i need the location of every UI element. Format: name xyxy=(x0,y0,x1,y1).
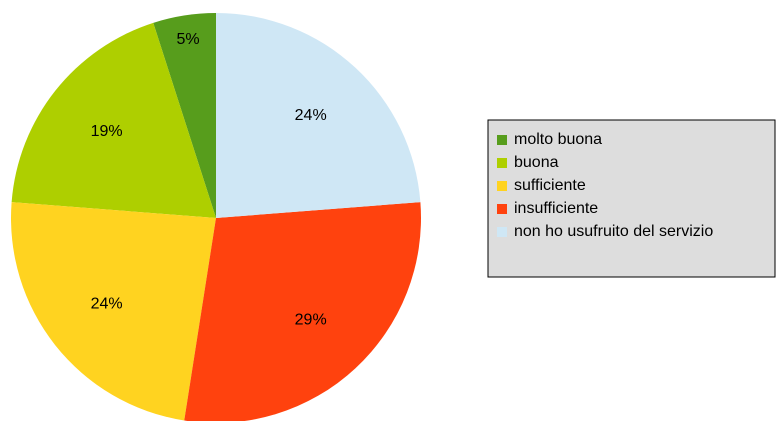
legend-box xyxy=(487,119,776,278)
pie-slice xyxy=(184,202,421,421)
pie-slice xyxy=(10,202,216,421)
legend-swatch xyxy=(497,227,507,237)
data-label: 24% xyxy=(295,107,327,124)
legend-label: buona xyxy=(514,154,559,171)
legend-swatch xyxy=(497,204,507,214)
data-label: 24% xyxy=(91,296,123,313)
legend-label: non ho usufruito del servizio xyxy=(514,223,713,240)
pie-slice xyxy=(216,13,421,218)
data-label: 29% xyxy=(295,312,327,329)
legend-label: insufficiente xyxy=(514,200,598,217)
data-label: 5% xyxy=(176,31,199,48)
pie-slice xyxy=(153,13,216,218)
legend-swatch xyxy=(497,158,507,168)
legend-label: sufficiente xyxy=(514,177,586,194)
legend-swatch xyxy=(497,181,507,191)
pie-slice xyxy=(11,22,216,219)
legend-swatch xyxy=(497,135,507,145)
legend-label: molto buona xyxy=(514,131,602,148)
data-label: 19% xyxy=(91,123,123,140)
